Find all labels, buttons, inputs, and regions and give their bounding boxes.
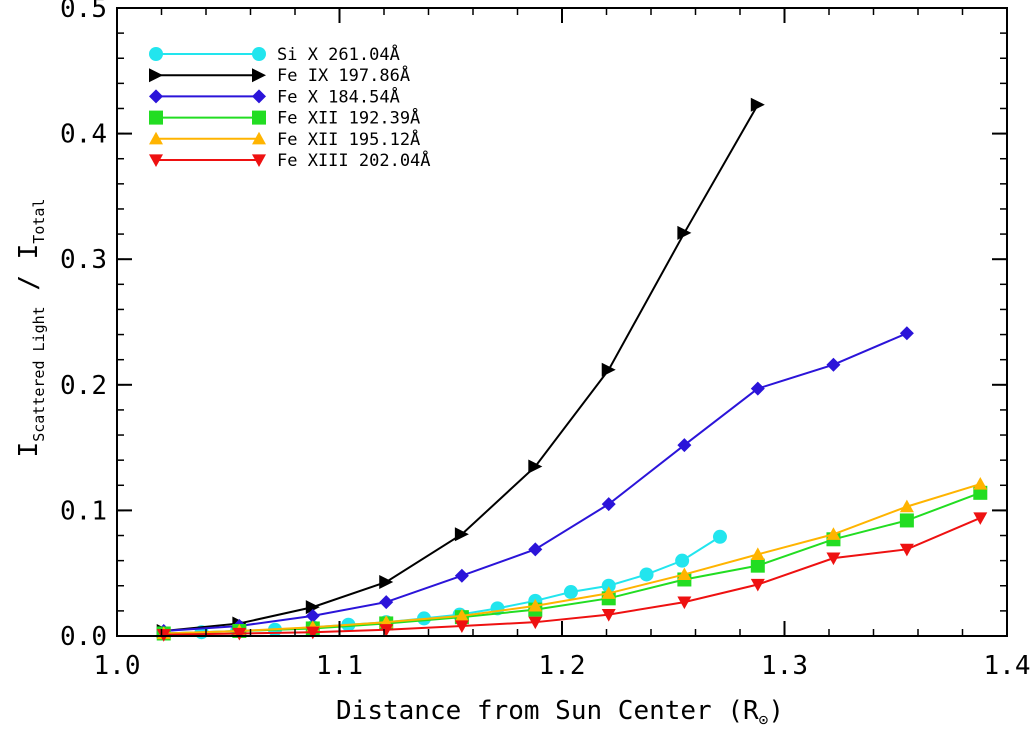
data-point: [899, 513, 914, 528]
series-line: [163, 332, 908, 632]
y-tick-label: 0.5: [60, 0, 107, 24]
legend-marker: [252, 154, 266, 167]
data-point: [305, 626, 320, 640]
legend-label: Fe IX 197.86Å: [277, 64, 410, 86]
legend-marker: [252, 131, 266, 145]
y-tick-label: 0.3: [60, 245, 107, 275]
legend-marker: [149, 154, 163, 167]
data-point: [454, 608, 469, 622]
legend-marker: [149, 89, 163, 104]
data-point: [528, 598, 543, 612]
x-tick-label: 1.0: [94, 651, 141, 681]
legend-entry: Fe XIII 202.04Å: [149, 149, 431, 171]
legend-marker: [149, 110, 163, 125]
legend-marker: [252, 68, 266, 83]
y-axis-title-sub-num: Scattered Light: [30, 306, 48, 441]
data-point: [750, 578, 765, 592]
x-axis-title: Distance from Sun Center (R⊙): [336, 696, 784, 729]
data-point: [677, 596, 692, 610]
data-point: [639, 567, 654, 582]
legend-label: Fe XIII 202.04Å: [277, 149, 431, 171]
series-2: [156, 326, 914, 638]
legend-entry: Fe XII 195.12Å: [149, 128, 420, 150]
data-point: [528, 542, 543, 557]
legend-entry: Fe X 184.54Å: [149, 85, 400, 107]
series-line: [163, 104, 759, 632]
x-tick-label: 1.1: [316, 651, 363, 681]
legend-entry: Si X 261.04Å: [149, 43, 400, 65]
y-axis-title-main: I: [14, 442, 44, 458]
data-point: [601, 578, 616, 593]
legend-label: Fe X 184.54Å: [277, 85, 400, 107]
data-point: [379, 624, 394, 637]
data-point: [750, 97, 765, 112]
y-tick-label: 0.4: [60, 120, 107, 150]
series-line: [163, 517, 981, 636]
data-point: [899, 543, 914, 557]
series-line: [163, 491, 981, 635]
data-point: [454, 620, 469, 633]
data-point: [528, 616, 543, 630]
data-point: [973, 477, 988, 490]
legend-entry: Fe IX 197.86Å: [149, 64, 410, 86]
x-axis-title-symbol: ⊙: [759, 710, 769, 729]
x-tick-label: 1.3: [761, 651, 808, 681]
plot-frame: [116, 7, 1008, 637]
data-point: [454, 527, 469, 542]
data-point: [712, 529, 727, 544]
data-point: [601, 586, 616, 599]
data-point: [528, 459, 543, 474]
data-point: [379, 574, 394, 589]
data-point: [677, 567, 692, 581]
series-layer: [156, 97, 988, 642]
data-point: [677, 225, 692, 240]
y-axis-title-sep: / I: [14, 244, 44, 307]
legend-label: Fe XII 195.12Å: [277, 128, 420, 150]
series-1: [156, 97, 765, 638]
y-axis-title-sub-den: Total: [30, 199, 48, 244]
data-point: [826, 552, 841, 566]
data-point: [826, 527, 841, 540]
data-point: [677, 438, 692, 453]
legend-label: Fe XII 192.39Å: [277, 107, 420, 129]
data-point: [601, 497, 616, 512]
legend-marker: [252, 110, 266, 125]
y-axis-title: IScattered Light / ITotal: [14, 199, 48, 458]
data-point: [826, 357, 841, 372]
x-axis-title-text: Distance from Sun Center (R: [336, 696, 759, 726]
data-point: [305, 608, 320, 623]
y-tick-label: 0.1: [60, 496, 107, 526]
data-point: [454, 568, 469, 583]
data-point: [601, 609, 616, 622]
legend-label: Si X 261.04Å: [277, 43, 400, 65]
series-line: [163, 483, 981, 635]
legend-marker: [149, 131, 163, 145]
data-point: [563, 585, 578, 600]
data-point: [750, 381, 765, 396]
legend-marker: [149, 47, 163, 61]
data-point: [601, 362, 616, 377]
legend-entry: Fe XII 192.39Å: [149, 107, 420, 129]
data-point: [973, 512, 988, 525]
legend-marker: [252, 89, 266, 104]
data-point: [750, 558, 765, 573]
y-tick-label: 0.0: [60, 622, 107, 652]
x-tick-label: 1.4: [984, 651, 1031, 681]
legend-marker: [149, 68, 163, 83]
x-axis-title-close: ): [768, 696, 784, 726]
legend-marker: [252, 47, 266, 61]
y-tick-label: 0.2: [60, 371, 107, 401]
data-point: [379, 595, 394, 610]
ticks-layer: 1.0 1.1 1.2 1.3 1.4 0.0 0.1 0.2 0.3 0.4 0.5: [60, 0, 1030, 681]
data-point: [232, 627, 247, 641]
data-point: [899, 326, 914, 341]
x-tick-label: 1.2: [539, 651, 586, 681]
data-point: [305, 600, 320, 615]
data-point: [675, 553, 690, 568]
data-point: [899, 499, 914, 513]
data-point: [750, 547, 765, 560]
series-3: [156, 485, 988, 641]
